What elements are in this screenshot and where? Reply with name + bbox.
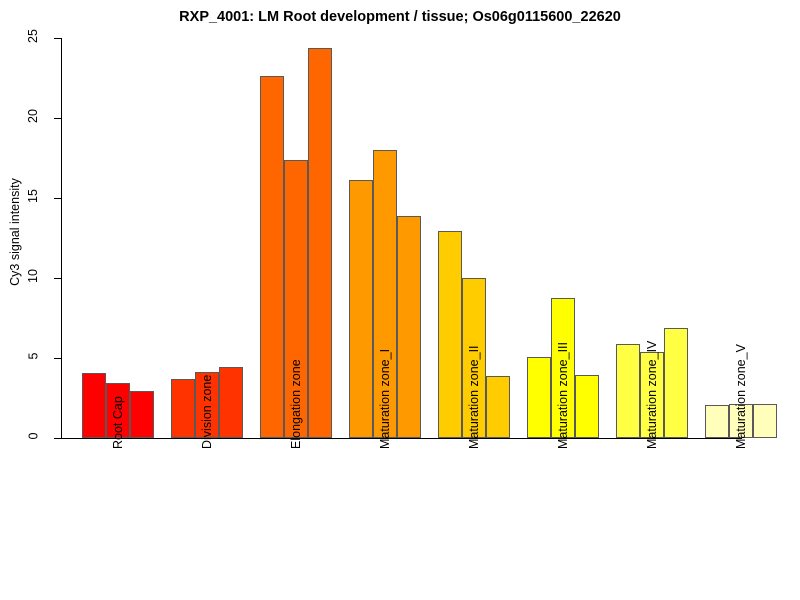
- bar: [664, 327, 688, 438]
- bar: [260, 76, 284, 438]
- bar: [616, 344, 640, 438]
- y-axis-tick-label-text: 25: [26, 29, 40, 43]
- bars-layer: [62, 38, 777, 438]
- x-axis-line: [62, 438, 742, 439]
- bar: [284, 160, 308, 438]
- x-axis-tick-label-text: Root Cap: [111, 396, 125, 449]
- plot-area: [62, 38, 777, 438]
- x-axis-tick-label-text: Division zone: [200, 375, 214, 449]
- y-axis-tick-label-text: 20: [26, 109, 40, 123]
- y-axis-tick-label: 15: [16, 189, 50, 203]
- bar: [219, 366, 243, 438]
- y-axis-tick-label-text: 10: [26, 269, 40, 283]
- chart-title: RXP_4001: LM Root development / tissue; …: [179, 9, 621, 25]
- y-axis-tick: [54, 438, 61, 439]
- y-axis-tick: [54, 38, 61, 39]
- x-axis-tick-label: Maturation zone_V: [734, 344, 752, 463]
- x-axis-tick-label: Maturation zone_I: [378, 349, 396, 463]
- bar: [486, 376, 510, 438]
- bar: [575, 374, 599, 438]
- y-axis-tick: [54, 118, 61, 119]
- bar: [349, 179, 373, 438]
- x-axis-tick-label: Division zone: [200, 375, 218, 463]
- bar: [130, 390, 154, 438]
- y-axis-tick: [54, 278, 61, 279]
- x-axis-tick-label-text: Maturation zone_V: [734, 344, 748, 449]
- bar: [82, 373, 106, 438]
- y-axis-tick-label: 20: [16, 109, 50, 123]
- bar: [527, 357, 551, 438]
- y-axis-tick-label: 0: [16, 429, 50, 443]
- x-axis-tick-label-text: Maturation zone_IV: [645, 341, 659, 449]
- x-axis-tick-label-text: Maturation zone_III: [556, 342, 570, 449]
- x-axis-tick-label: Maturation zone_II: [467, 345, 485, 463]
- y-axis-tick-label: 10: [16, 269, 50, 283]
- bar: [551, 298, 575, 438]
- x-axis-tick-label-text: Maturation zone_I: [378, 349, 392, 449]
- y-axis-tick: [54, 198, 61, 199]
- bar: [705, 405, 729, 438]
- bar: [171, 378, 195, 438]
- x-axis-tick-label: Maturation zone_III: [556, 342, 574, 463]
- x-axis-tick-label-text: Maturation zone_II: [467, 345, 481, 449]
- bar: [462, 278, 486, 438]
- x-axis-tick-label: Root Cap: [111, 396, 129, 463]
- bar: [106, 382, 130, 438]
- bar: [753, 403, 777, 438]
- x-axis-tick-label: Elongation zone: [289, 359, 307, 463]
- bar: [195, 372, 219, 438]
- x-axis-tick-label-text: Elongation zone: [289, 359, 303, 449]
- y-axis-tick: [54, 358, 61, 359]
- y-axis-line: [61, 38, 62, 439]
- y-axis-tick-label-text: 0: [25, 432, 40, 440]
- bar: [729, 403, 753, 438]
- x-axis-tick-label: Maturation zone_IV: [645, 341, 663, 463]
- bar: [373, 150, 397, 438]
- y-axis-tick-label: 25: [16, 29, 50, 43]
- bar: [397, 215, 421, 438]
- y-axis-label: Cy3 signal intensity: [8, 178, 22, 286]
- bar: [308, 47, 332, 438]
- bar: [640, 352, 664, 438]
- y-axis-tick-label-text: 5: [25, 352, 40, 360]
- bar: [438, 230, 462, 438]
- y-axis-tick-label: 5: [16, 349, 50, 363]
- y-axis-tick-label-text: 15: [26, 189, 40, 203]
